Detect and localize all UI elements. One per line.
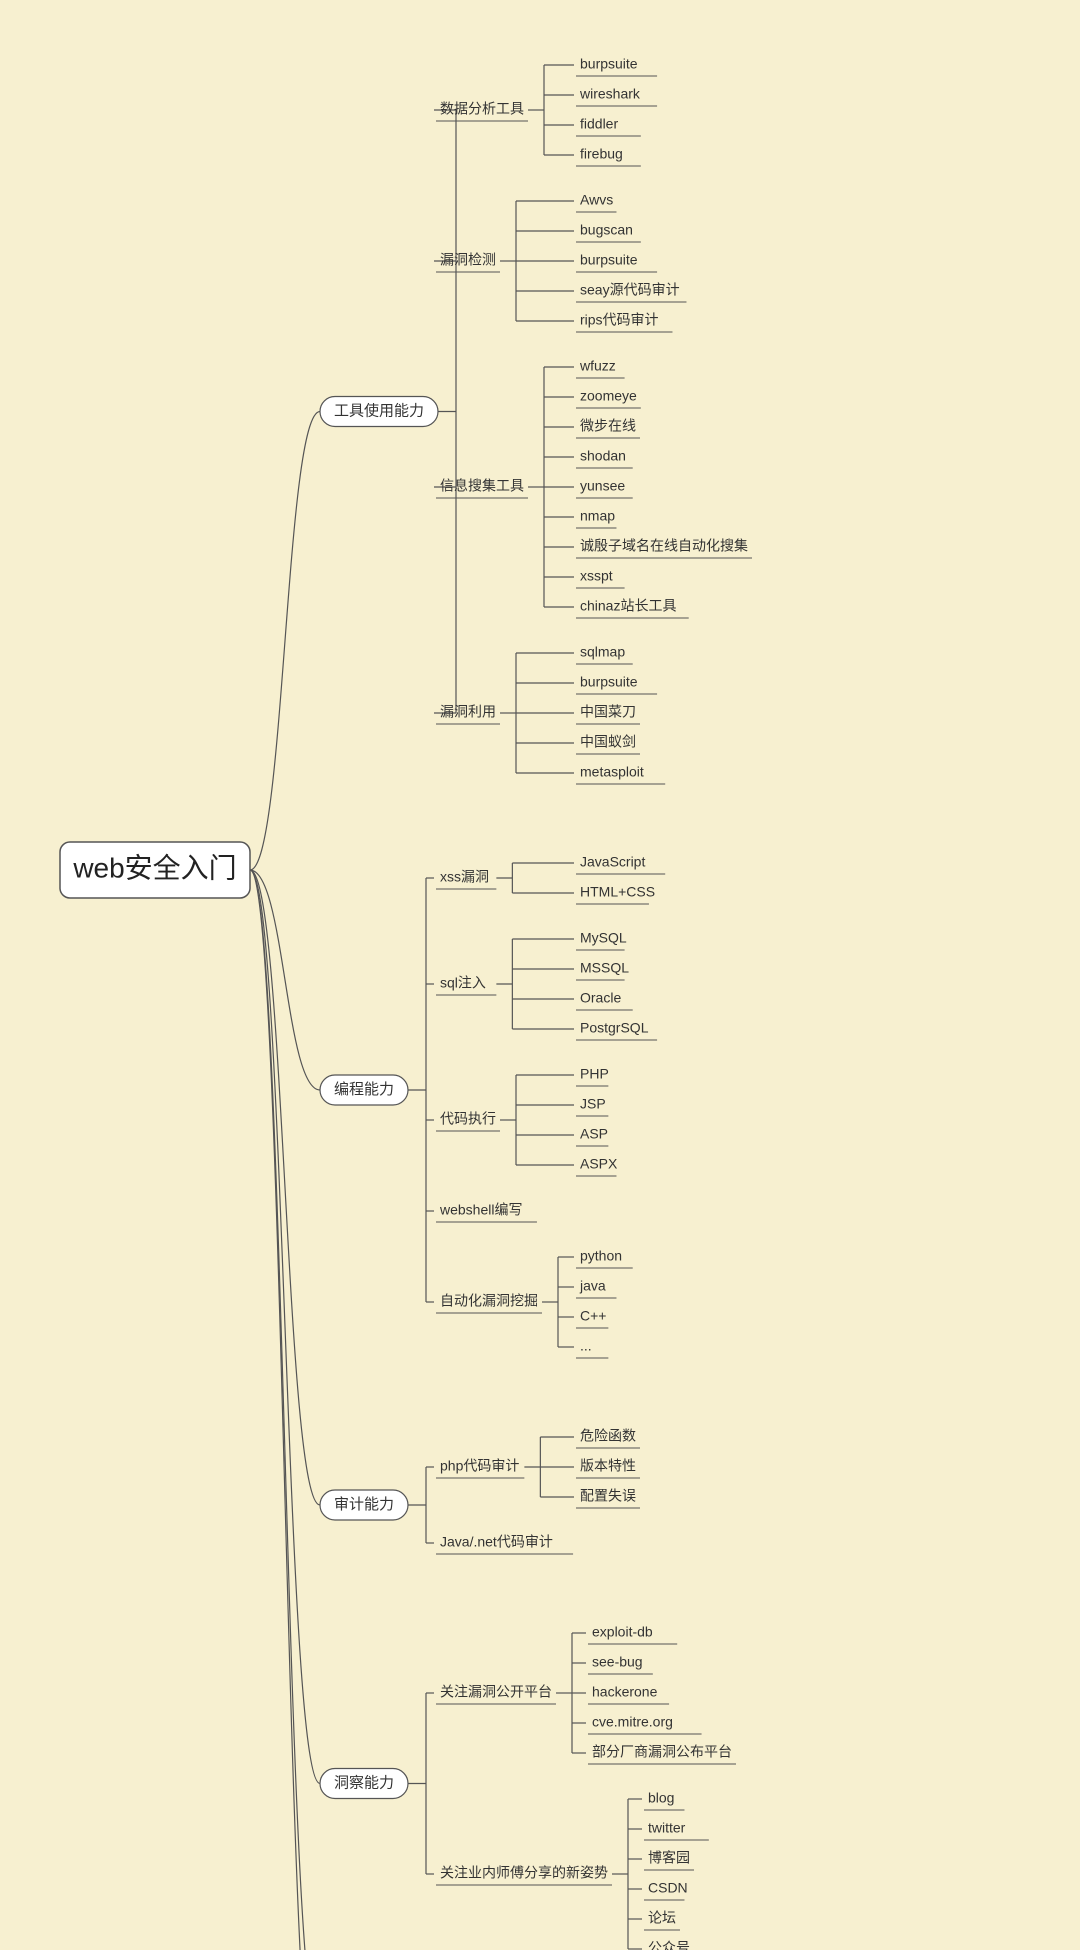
leaf-label: hackerone [592, 1684, 658, 1700]
leaf-label: 微步在线 [580, 418, 636, 434]
leaf-label: bugscan [580, 222, 633, 238]
leaf-label: fiddler [580, 116, 618, 132]
level2-label: xss漏洞 [440, 869, 489, 885]
connector-root-l1 [250, 870, 320, 1784]
leaf-label: ASP [580, 1126, 608, 1142]
connector-root-l1 [250, 870, 320, 1505]
leaf-label: firebug [580, 146, 623, 162]
leaf-label: HTML+CSS [580, 884, 655, 900]
leaf-label: twitter [648, 1820, 686, 1836]
leaf-label: CSDN [648, 1880, 688, 1896]
leaf-label: 论坛 [648, 1910, 676, 1926]
leaf-label: python [580, 1248, 622, 1264]
root-label: web安全入门 [72, 852, 236, 883]
leaf-label: zoomeye [580, 388, 637, 404]
leaf-label: burpsuite [580, 252, 638, 268]
leaf-label: 版本特性 [580, 1458, 636, 1474]
leaf-label: yunsee [580, 478, 625, 494]
level2-label: 漏洞利用 [440, 704, 496, 720]
leaf-label: JavaScript [580, 854, 645, 870]
leaf-label: sqlmap [580, 644, 625, 660]
connector-root-l1 [250, 870, 320, 1950]
leaf-label: ... [580, 1338, 592, 1354]
level2-label: Java/.net代码审计 [440, 1534, 553, 1550]
leaf-label: xsspt [580, 568, 613, 584]
mindmap-canvas: web安全入门 工具使用能力 数据分析工具 burpsuite wireshark fid… [0, 0, 1080, 1950]
leaf-label: java [579, 1278, 606, 1294]
leaf-label: nmap [580, 508, 615, 524]
level1-label: 洞察能力 [334, 1773, 394, 1791]
leaf-label: metasploit [580, 764, 644, 780]
level2-label: 数据分析工具 [440, 101, 524, 117]
leaf-label: Oracle [580, 990, 621, 1006]
leaf-label: shodan [580, 448, 626, 464]
level2-label: 信息搜集工具 [440, 478, 524, 494]
level1-label: 编程能力 [334, 1081, 394, 1098]
level2-label: 自动化漏洞挖掘 [440, 1293, 538, 1309]
level2-label: 关注漏洞公开平台 [440, 1684, 552, 1700]
connector-root-l1 [250, 870, 320, 1950]
leaf-label: JSP [580, 1096, 606, 1112]
connector-root-l1 [250, 412, 320, 871]
leaf-label: C++ [580, 1308, 606, 1324]
leaf-label: exploit-db [592, 1624, 653, 1640]
leaf-label: 危险函数 [580, 1428, 636, 1444]
leaf-label: wfuzz [579, 358, 616, 374]
leaf-label: burpsuite [580, 56, 638, 72]
level1-label: 审计能力 [334, 1496, 394, 1513]
leaf-label: burpsuite [580, 674, 638, 690]
leaf-label: ASPX [580, 1156, 618, 1172]
leaf-label: cve.mitre.org [592, 1714, 673, 1730]
leaf-label: MySQL [580, 930, 627, 946]
leaf-label: 中国蚁剑 [580, 734, 636, 750]
level2-label: 关注业内师傅分享的新姿势 [440, 1865, 608, 1881]
leaf-label: 中国菜刀 [580, 704, 636, 720]
level2-label: sql注入 [440, 975, 486, 991]
leaf-label: rips代码审计 [580, 312, 659, 328]
leaf-label: 诚殷子域名在线自动化搜集 [580, 538, 748, 554]
level2-label: webshell编写 [439, 1202, 522, 1218]
leaf-label: seay源代码审计 [580, 282, 680, 298]
leaf-label: 博客园 [648, 1850, 690, 1866]
level1-label: 工具使用能力 [334, 402, 424, 419]
leaf-label: PostgrSQL [580, 1020, 649, 1036]
leaf-label: PHP [580, 1066, 609, 1082]
leaf-label: 部分厂商漏洞公布平台 [592, 1744, 732, 1760]
leaf-label: 公众号 [648, 1940, 690, 1950]
level2-label: 漏洞检测 [440, 252, 496, 268]
leaf-label: 配置失误 [580, 1488, 636, 1504]
leaf-label: chinaz站长工具 [580, 598, 676, 614]
leaf-label: blog [648, 1790, 674, 1806]
level2-label: 代码执行 [440, 1111, 496, 1127]
leaf-label: Awvs [580, 192, 613, 208]
leaf-label: wireshark [579, 86, 641, 102]
leaf-label: MSSQL [580, 960, 629, 976]
leaf-label: see-bug [592, 1654, 643, 1670]
level2-label: php代码审计 [440, 1458, 519, 1474]
